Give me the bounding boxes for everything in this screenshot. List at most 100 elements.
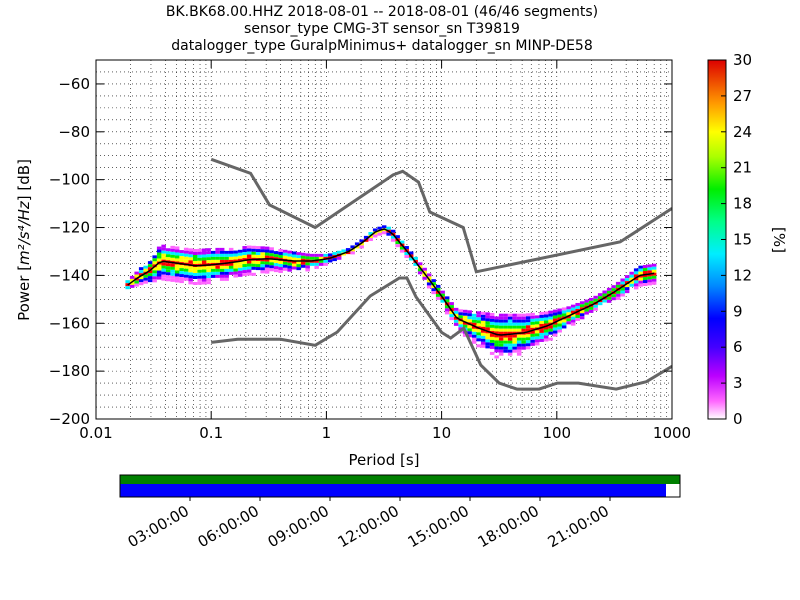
psd-cell [579,301,585,305]
y-axis-ticks: −200 −180 −160 −140 −120 −100 −80 −60 [49,75,672,428]
psd-cell [507,349,513,353]
psd-cell [570,310,576,314]
psd-cell [453,310,459,314]
psd-cell [345,251,351,255]
psd-cell [197,254,202,258]
psd-cell [548,316,553,320]
psd-cell [543,320,549,324]
psd-cell [471,322,477,326]
psd-cell [633,286,639,290]
psd-cell [183,250,189,254]
psd-cell [557,320,562,324]
psd-cell [210,250,216,254]
psd-cell [138,273,144,277]
psd-cell [530,333,535,337]
psd-cell [138,276,144,280]
psd-cell [525,331,531,335]
psd-cell [314,253,319,257]
psd-cell [210,253,216,257]
psd-cell [165,251,171,255]
psd-cell [566,315,571,319]
psd-cell [179,268,184,272]
psd-cell [237,261,243,265]
psd-cell [575,311,580,315]
plot-frame [95,59,673,420]
psd-cell [156,264,162,268]
psd-cell [260,270,265,274]
psd-cell [228,271,234,275]
psd-cell [390,229,396,233]
psd-cell [566,306,571,310]
psd-cell [188,275,193,279]
psd-cell [282,261,288,265]
psd-cell [188,260,193,264]
psd-cell [507,343,513,347]
psd-cell [273,266,279,270]
psd-cell [624,275,630,279]
psd-cell [215,253,220,257]
psd-cell [503,313,508,317]
psd-cell [588,300,594,304]
psd-cell [597,296,603,300]
psd-cell [219,268,225,272]
psd-cell [197,281,202,285]
psd-cell [516,316,522,320]
psd-cell [453,307,459,311]
psd-cell [224,250,229,254]
psd-cell [336,250,342,254]
y-axis-label-prefix: Power [ [15,265,33,321]
psd-cell [552,315,558,319]
psd-cell [530,321,535,325]
psd-cell [386,226,391,230]
psd-cell [620,293,625,297]
x-tick-label: 0.01 [79,424,112,442]
psd-cell [323,262,328,266]
psd-cell [170,263,175,267]
psd-cell [192,261,198,265]
psd-cell [291,257,297,261]
psd-cell [530,342,535,346]
psd-cell [210,268,216,272]
psd-cell [521,322,526,326]
colorbar-tick-label: 3 [733,374,743,392]
psd-cell [642,268,648,272]
psd-cell [251,251,256,255]
psd-cell [174,252,180,256]
psd-cell [458,324,463,328]
psd-cell [215,247,220,251]
psd-cell [188,266,193,270]
psd-cell [318,256,324,260]
psd-cell [255,249,261,253]
psd-cell [174,270,180,274]
psd-cell [363,235,369,239]
psd-cell [318,253,324,257]
psd-cell [462,318,468,322]
psd-cell [201,251,207,255]
psd-cell [498,316,504,320]
psd-cell [593,304,598,308]
psd-cell [242,273,247,277]
psd-cell [296,267,301,271]
psd-cell [174,273,180,277]
psd-cell [269,256,274,260]
psd-cell [161,262,166,266]
psd-cell [242,270,247,274]
psd-cell [426,282,432,286]
psd-cell [260,249,265,253]
psd-cell [287,250,292,254]
psd-cell [183,268,189,272]
psd-cell [368,238,373,242]
psd-cell [503,334,508,338]
psd-cell [530,315,535,319]
psd-cell [237,252,243,256]
psd-cell [305,268,310,272]
psd-cell [525,325,531,329]
y-axis-label-units: m²/s⁴/Hz [15,200,33,265]
psd-cell [219,274,225,278]
psd-cell [296,264,301,268]
psd-cell [134,274,139,278]
psd-cell [174,255,180,259]
psd-cell [183,271,189,275]
psd-cell [624,290,630,294]
psd-cell [399,246,405,250]
